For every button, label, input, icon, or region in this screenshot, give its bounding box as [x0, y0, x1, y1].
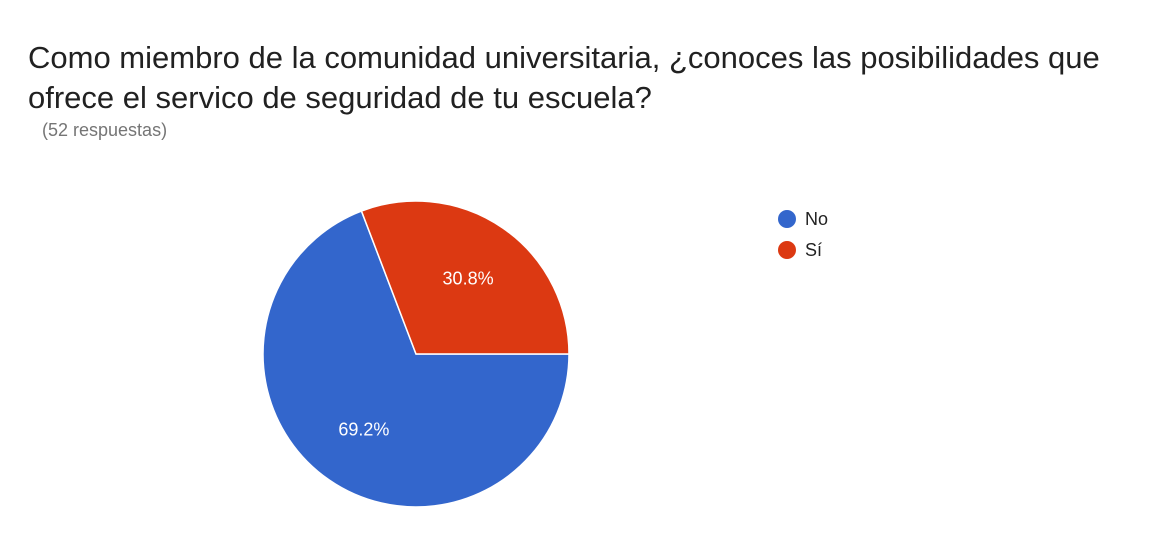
slice-label-si: 30.8%	[443, 268, 494, 288]
legend-marker-no	[778, 210, 796, 228]
pie-slice-si[interactable]	[360, 200, 570, 355]
slice-label-no: 69.2%	[338, 420, 389, 440]
legend-marker-si	[778, 241, 796, 259]
chart-title: Como miembro de la comunidad universitar…	[28, 40, 1100, 115]
pie-slice-no[interactable]	[262, 210, 570, 508]
legend-label-no[interactable]: No	[805, 209, 828, 229]
legend-label-si[interactable]: Sí	[805, 240, 822, 260]
response-count: (52 respuestas)	[42, 120, 168, 140]
